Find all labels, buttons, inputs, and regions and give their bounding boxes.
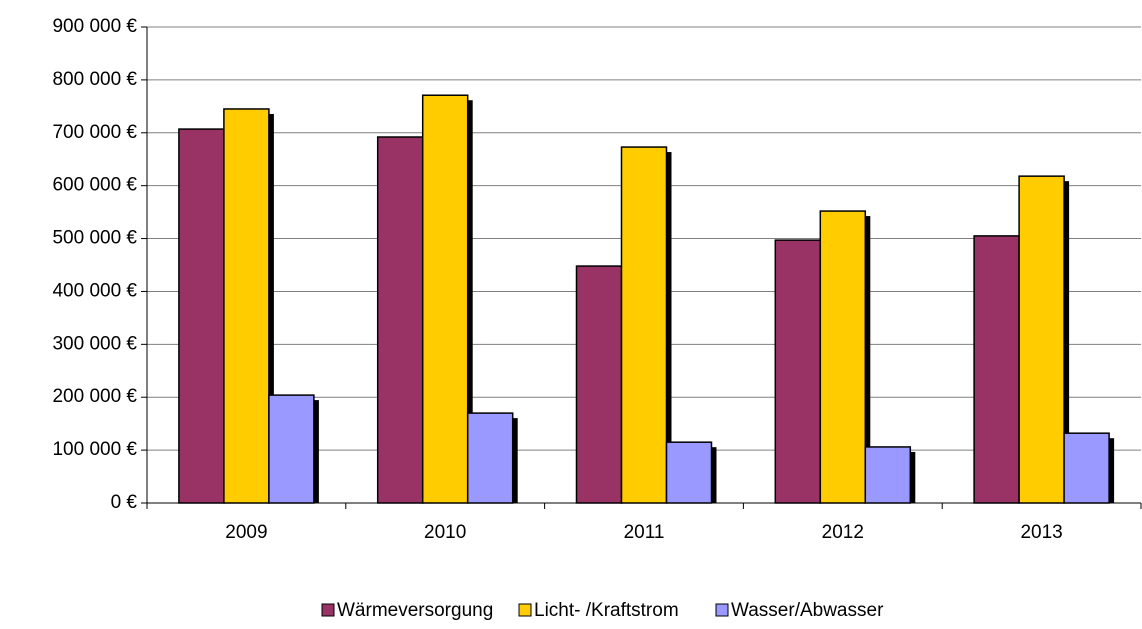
y-tick-label: 900 000 €: [52, 16, 137, 37]
bar: [819, 210, 867, 504]
x-tick-label: 2011: [624, 522, 665, 543]
x-tick-label: 2010: [424, 522, 466, 543]
legend-swatch: [518, 603, 532, 617]
y-tick-label: 400 000 €: [52, 280, 137, 301]
bar: [864, 446, 912, 504]
x-tick-label: 2013: [1020, 522, 1062, 543]
bar: [575, 265, 623, 504]
bar: [774, 239, 822, 504]
bar: [223, 108, 270, 504]
x-tick-label: 2012: [822, 522, 864, 543]
y-tick-label: 300 000 €: [52, 333, 137, 354]
legend-label: Wärmeversorgung: [337, 600, 493, 621]
legend-swatch: [715, 603, 729, 617]
y-tick-label: 800 000 €: [52, 69, 137, 90]
bar: [376, 136, 424, 504]
bar: [466, 412, 514, 504]
y-tick-label: 100 000 €: [52, 439, 137, 460]
bar: [973, 235, 1020, 504]
x-tick-label: 2009: [225, 522, 267, 543]
bar: [268, 394, 315, 504]
y-tick-label: 500 000 €: [52, 228, 137, 249]
y-tick-label: 700 000 €: [52, 122, 137, 143]
y-tick-label: 600 000 €: [52, 175, 137, 196]
bar: [665, 441, 713, 504]
bar: [1063, 432, 1110, 504]
legend-swatch: [321, 603, 335, 617]
bar: [421, 94, 469, 504]
legend-label: Wasser/Abwasser: [731, 600, 884, 621]
bar: [178, 128, 225, 504]
bar: [1018, 175, 1065, 504]
y-tick-label: 200 000 €: [52, 386, 137, 407]
y-tick-label: 0 €: [111, 492, 138, 513]
legend-label: Licht- /Kraftstrom: [534, 600, 679, 621]
bar: [620, 146, 668, 504]
